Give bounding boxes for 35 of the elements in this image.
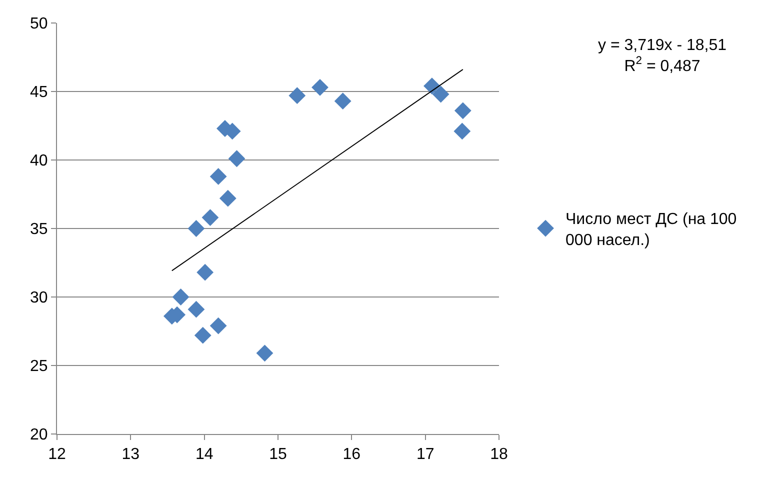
legend-label: Число мест ДС (на 100 000 насел.) (566, 211, 737, 249)
x-tick-label: 14 (195, 446, 214, 464)
point (194, 326, 212, 344)
y-tick-label: 35 (30, 221, 48, 238)
point (188, 220, 205, 237)
point (334, 92, 352, 110)
x-tick-label: 12 (48, 446, 66, 464)
point (312, 78, 328, 96)
point (424, 78, 440, 94)
y-tick-label: 40 (30, 152, 48, 170)
x-tick-label: 15 (269, 446, 287, 464)
x-tick-label: 16 (342, 446, 361, 464)
point (210, 317, 227, 334)
x-tick-label: 18 (490, 446, 508, 464)
point (188, 300, 205, 318)
point (432, 86, 450, 103)
y-tick-label: 45 (30, 84, 48, 102)
point (454, 122, 471, 140)
point (202, 209, 219, 226)
point (256, 344, 274, 362)
text: R$^{2}$ = 0,487 (624, 55, 700, 75)
y-tick-label: 30 (30, 290, 48, 307)
point (454, 102, 472, 120)
x-tick-label: 13 (122, 446, 140, 464)
point (288, 87, 306, 104)
point (210, 168, 227, 185)
point (172, 288, 190, 306)
x-tick-label: 17 (416, 446, 434, 464)
point (219, 190, 236, 207)
point (196, 264, 214, 281)
y-tick-label: 20 (30, 426, 48, 444)
text: y = 3,719x - 18,51 (598, 37, 727, 54)
y-tick-label: 25 (30, 358, 48, 376)
point (228, 150, 246, 168)
y-tick-label: 50 (30, 16, 48, 33)
